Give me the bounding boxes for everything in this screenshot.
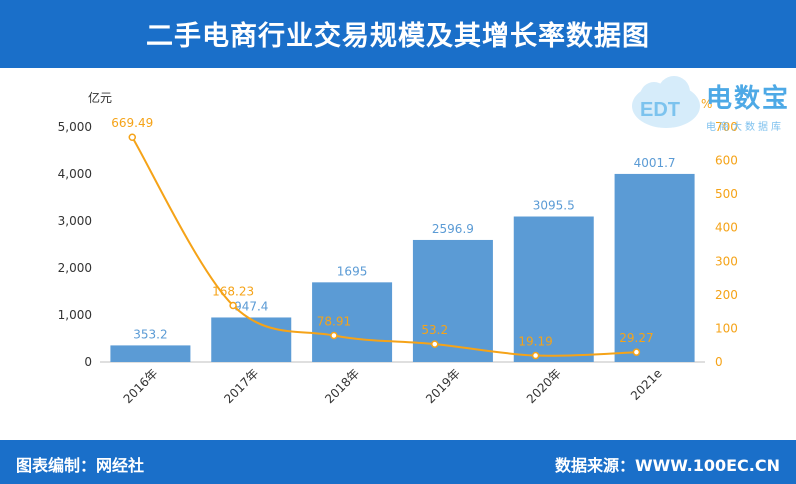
growth-rate-label: 29.27 <box>619 331 653 345</box>
footer-credit: 图表编制：网经社 <box>16 456 145 475</box>
chart-title: 二手电商行业交易规模及其增长率数据图 <box>146 21 650 52</box>
bar-value-label: 3095.5 <box>533 199 575 213</box>
growth-rate-point <box>128 133 137 141</box>
y-left-tick-label: 0 <box>84 355 92 369</box>
x-tick-label: 2016年 <box>121 366 161 406</box>
growth-rate-label: 669.49 <box>111 116 153 130</box>
y-right-tick-label: 100 <box>715 321 738 335</box>
y-right-tick-label: 0 <box>715 355 723 369</box>
x-tick-label: 2021e <box>628 366 665 403</box>
growth-rate-point <box>531 351 540 360</box>
y-left-tick-label: 2,000 <box>58 261 92 275</box>
growth-rate-line <box>131 136 637 357</box>
growth-rate-label: 19.19 <box>518 335 552 349</box>
x-tick-label: 2020年 <box>524 366 564 406</box>
logo-tagline: 电商大数据库 <box>706 122 784 133</box>
bar-value-label: 353.2 <box>133 327 167 341</box>
y-right-tick-label: 300 <box>715 254 738 268</box>
header-bar: 二手电商行业交易规模及其增长率数据图 <box>0 0 796 68</box>
y-right-unit: % <box>701 97 712 111</box>
bar <box>211 317 292 362</box>
y-right-tick-label: 400 <box>715 221 738 235</box>
logo-mark: EDT <box>640 99 680 121</box>
logo-brand: 电数宝 <box>706 84 791 114</box>
y-right-tick-label: 600 <box>715 154 738 168</box>
y-right-tick-label: 500 <box>715 187 738 201</box>
x-tick-label: 2017年 <box>221 366 261 406</box>
bar <box>110 345 191 362</box>
growth-rate-point <box>229 301 237 310</box>
bar <box>412 239 493 362</box>
bar-value-label: 2596.9 <box>432 222 474 236</box>
bar <box>614 173 695 362</box>
combo-chart: 0 1,000 2,000 3,000 4,000 5,000 亿元 0 100 200 300 40… <box>58 90 738 406</box>
bar-value-label: 4001.7 <box>634 156 676 170</box>
growth-rate-label: 53.2 <box>421 323 448 337</box>
bar-value-label: 1695 <box>337 264 368 278</box>
bar <box>312 282 393 362</box>
footer-bar: 图表编制：网经社 数据来源：WWW.100EC.CN <box>0 440 796 484</box>
growth-rate-point <box>632 348 641 356</box>
growth-rate-label: 78.91 <box>317 315 351 329</box>
cloud-logo-icon: EDT <box>632 76 700 128</box>
x-tick-label: 2019年 <box>423 366 463 406</box>
y-left-unit: 亿元 <box>88 90 112 105</box>
edt-logo: EDT 电数宝 电商大数据库 <box>626 72 791 142</box>
growth-rate-label: 168.23 <box>212 285 254 299</box>
y-left-tick-label: 4,000 <box>58 167 92 181</box>
x-tick-label: 2018年 <box>322 366 362 406</box>
growth-rate-point <box>330 331 338 340</box>
y-right-tick-label: 200 <box>715 288 738 302</box>
footer-source: 数据来源：WWW.100EC.CN <box>554 456 780 475</box>
bar-value-label: 947.4 <box>234 299 268 313</box>
y-left-tick-label: 3,000 <box>58 214 92 228</box>
growth-rate-point <box>431 340 439 348</box>
bar <box>513 216 594 362</box>
y-left-tick-label: 5,000 <box>58 120 92 134</box>
y-right-tick-label: 700 <box>715 120 738 134</box>
y-left-tick-label: 1,000 <box>58 308 92 322</box>
